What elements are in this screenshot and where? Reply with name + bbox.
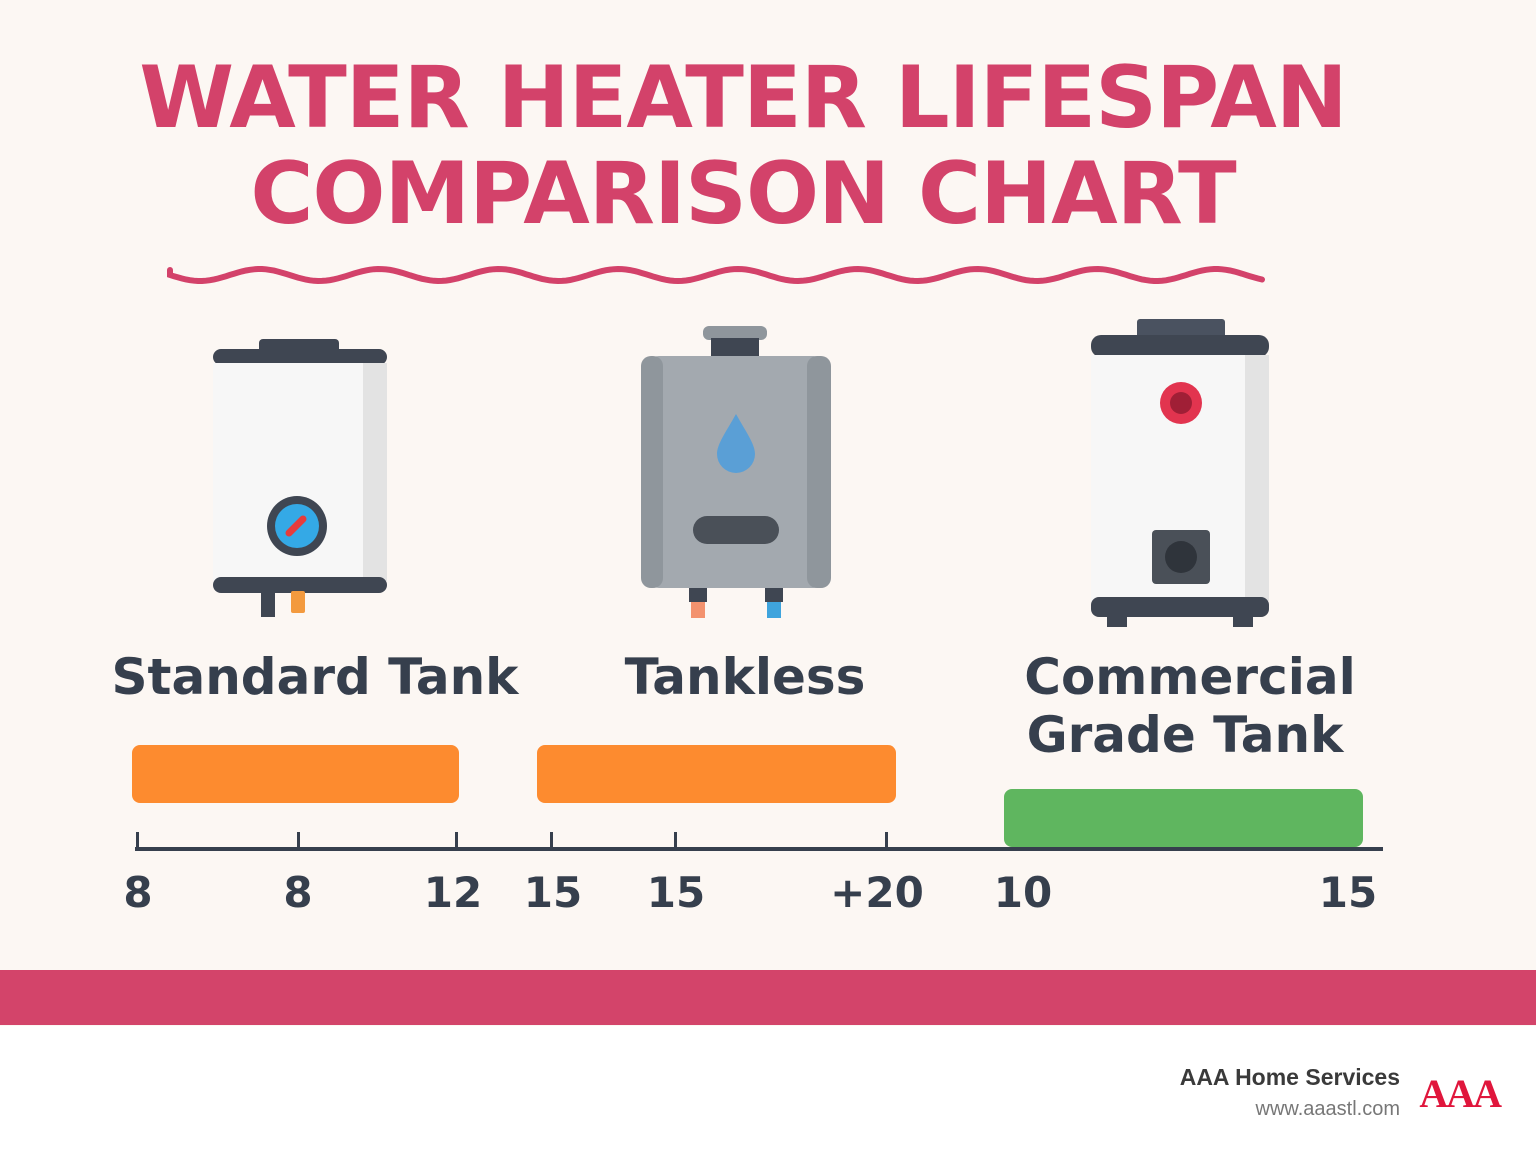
- tick-label: 15: [646, 868, 706, 917]
- standard-tank-heater-icon: [213, 339, 387, 617]
- tick-label: 12: [423, 868, 483, 917]
- category-label-commercial-line-1: Commercial: [1024, 648, 1356, 706]
- axis-tick: [136, 832, 139, 850]
- tick-label: 10: [993, 868, 1053, 917]
- axis-tick: [550, 832, 553, 850]
- aaa-logo: AAA: [1419, 1071, 1502, 1116]
- range-bar-commercial-grade-tank: [1004, 789, 1363, 847]
- commercial-tank-heater-icon: [1091, 319, 1269, 627]
- tick-label: +20: [830, 868, 924, 917]
- x-axis-line: [135, 847, 1383, 851]
- tick-label: 8: [283, 868, 313, 917]
- axis-tick: [885, 832, 888, 850]
- tankless-heater-icon: [641, 326, 831, 618]
- category-label-commercial-line-2: Grade Tank: [1026, 706, 1344, 764]
- footer: AAA Home Services www.aaastl.com AAA: [0, 1026, 1536, 1154]
- range-bar-tankless: [537, 745, 896, 803]
- category-label-standard-tank: Standard Tank: [111, 648, 519, 706]
- axis-tick: [674, 832, 677, 850]
- tick-label: 15: [1318, 868, 1378, 917]
- axis-tick: [297, 832, 300, 850]
- chart-title-line-2: COMPARISON CHART: [250, 144, 1236, 244]
- category-label-tankless: Tankless: [624, 648, 866, 706]
- wavy-divider: [167, 265, 1265, 285]
- footer-band: [0, 970, 1536, 1025]
- company-name: AAA Home Services: [1179, 1064, 1400, 1090]
- company-url[interactable]: www.aaastl.com: [1255, 1098, 1401, 1120]
- tick-label: 8: [123, 868, 153, 917]
- axis-tick: [455, 832, 458, 850]
- range-bar-standard-tank: [132, 745, 459, 803]
- chart-title-line-1: WATER HEATER LIFESPAN: [139, 48, 1348, 148]
- tick-label: 15: [523, 868, 583, 917]
